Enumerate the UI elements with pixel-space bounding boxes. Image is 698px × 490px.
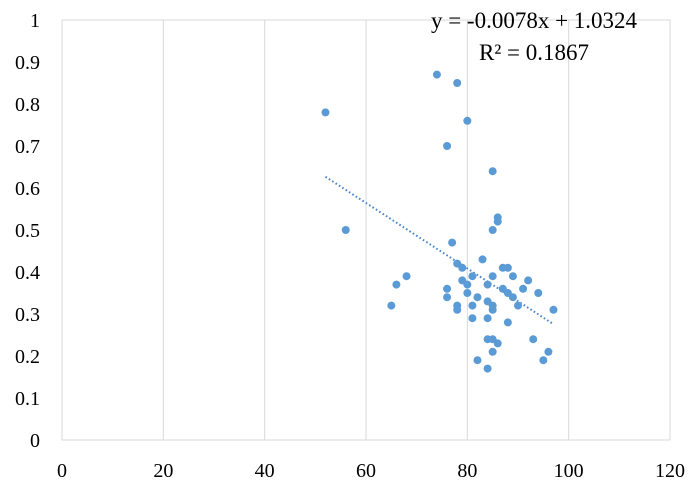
data-point: [443, 284, 452, 293]
data-point: [448, 238, 457, 247]
trendline: [324, 175, 555, 326]
data-point: [402, 272, 411, 281]
x-axis-tick-labels: 0 20 40 60 80 100 120: [57, 460, 685, 482]
data-point: [488, 272, 497, 281]
y-tick-label: 0: [30, 430, 40, 452]
data-point: [524, 276, 533, 285]
data-point: [341, 226, 350, 234]
y-tick-label: 0.1: [15, 388, 40, 410]
y-tick-label: 0.8: [15, 94, 40, 116]
x-tick-label: 80: [457, 460, 477, 482]
data-point: [503, 318, 512, 327]
data-point: [508, 293, 517, 302]
data-point: [473, 293, 482, 302]
data-point: [488, 347, 497, 356]
data-point: [463, 280, 472, 289]
trendline-equation: y = -0.0078x + 1.0324: [431, 8, 638, 33]
data-point: [544, 347, 553, 356]
y-axis-tick-labels: 0 0.1 0.2 0.3 0.4 0.5 0.6 0.7 0.8 0.9 1: [15, 10, 40, 452]
data-point: [493, 217, 502, 226]
x-tick-label: 100: [554, 460, 584, 482]
data-points: [321, 70, 558, 373]
data-point: [534, 289, 543, 297]
data-point: [488, 226, 497, 234]
data-point: [443, 142, 452, 150]
data-point: [488, 305, 497, 314]
data-point: [549, 305, 558, 314]
trendline-r-squared: R² = 0.1867: [479, 40, 589, 65]
data-point: [453, 301, 462, 310]
data-point: [488, 167, 497, 176]
data-point: [478, 255, 487, 264]
data-point: [321, 108, 330, 117]
y-tick-label: 0.9: [15, 52, 40, 74]
data-point: [392, 280, 401, 289]
data-point: [519, 284, 528, 293]
x-tick-label: 40: [255, 460, 275, 482]
y-tick-label: 0.7: [15, 136, 40, 158]
x-tick-label: 120: [655, 460, 685, 482]
data-point: [473, 356, 482, 365]
x-tick-label: 0: [57, 460, 67, 482]
data-point: [453, 79, 462, 87]
data-point: [468, 314, 477, 323]
data-point: [529, 335, 538, 344]
data-point: [458, 263, 467, 272]
data-point: [468, 301, 477, 310]
data-point: [443, 293, 452, 302]
data-point: [493, 339, 502, 348]
data-point: [463, 116, 472, 125]
data-point: [483, 280, 492, 289]
x-tick-label: 60: [356, 460, 376, 482]
data-point: [539, 356, 548, 365]
y-tick-label: 0.6: [15, 178, 40, 200]
data-point: [514, 301, 522, 310]
data-point: [468, 272, 477, 281]
data-point: [483, 314, 492, 323]
data-point: [432, 70, 441, 79]
trendline-group: [324, 175, 555, 326]
data-point: [387, 301, 396, 310]
gridlines: [61, 20, 671, 440]
data-point: [483, 364, 492, 373]
y-tick-label: 1: [30, 10, 40, 32]
y-tick-label: 0.2: [15, 346, 40, 368]
x-tick-label: 20: [153, 460, 173, 482]
y-tick-label: 0.4: [15, 262, 40, 284]
y-tick-label: 0.5: [15, 220, 40, 242]
data-point: [463, 289, 472, 297]
y-tick-label: 0.3: [15, 304, 40, 326]
data-point: [503, 263, 512, 272]
data-point: [508, 272, 517, 281]
